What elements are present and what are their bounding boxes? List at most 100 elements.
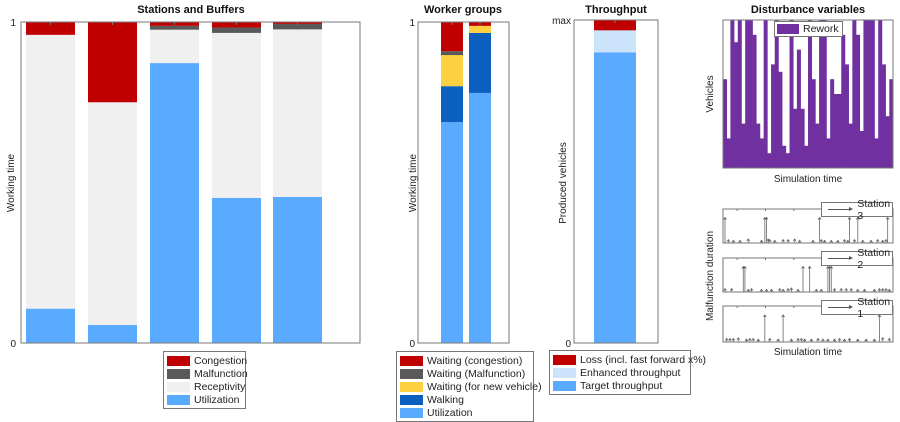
rework-area-segment	[800, 108, 805, 168]
stem-line-icon	[828, 256, 854, 260]
station-2-stem-marker	[829, 265, 834, 269]
station-2-stem-marker	[743, 265, 747, 269]
stations-bar-3-receptivity	[150, 29, 199, 64]
rework-area-segment	[723, 79, 727, 168]
rework-area-segment	[841, 34, 846, 168]
rework-area-segment	[737, 20, 742, 168]
workers-bar-1-waiting-for-new-vehicle-	[441, 55, 463, 87]
legend-item-enhanced: Enhanced throughput	[553, 366, 687, 379]
station-3-stem-marker	[811, 239, 815, 243]
station-3-stem-marker	[880, 239, 885, 243]
rework-area-segment	[848, 123, 853, 168]
station-1-stem-marker	[864, 338, 868, 342]
station-2-stem-marker	[746, 288, 751, 292]
legend-swatch	[553, 380, 576, 391]
station-2-stem-marker	[764, 288, 769, 292]
legend-item-waiting-malfunction: Waiting (Malfunction)	[400, 367, 530, 380]
station-1-stem-marker	[816, 337, 820, 341]
station-1-stem-marker	[872, 338, 877, 342]
rework-area-segment	[748, 20, 753, 168]
station-3-stem-marker	[861, 239, 865, 243]
rework-area-segment	[867, 20, 872, 168]
rework-axes	[722, 19, 894, 169]
station-1-stem-marker	[826, 338, 830, 342]
station-2-stem-marker	[749, 288, 754, 291]
station-1-stem-marker	[744, 338, 749, 342]
station-2-stem-marker	[729, 288, 734, 291]
station-1-stem-marker	[887, 337, 892, 341]
workers-bar-1-utilization	[441, 122, 463, 343]
throughput-legend: Loss (incl. fast forward x%) Enhanced th…	[549, 350, 706, 395]
station-3-axes	[722, 208, 894, 244]
stations-title: Stations and Buffers	[137, 4, 245, 16]
workers-title: Worker groups	[424, 4, 502, 16]
station-1-stem-marker	[809, 338, 814, 342]
rework-area-segment	[878, 20, 883, 168]
station-1-stem-marker	[880, 337, 885, 340]
rework-area-segment	[852, 20, 857, 168]
station-2-stem-marker	[877, 288, 882, 291]
station-3-stem-marker	[856, 216, 860, 220]
legend-item-loss: Loss (incl. fast forward x%)	[553, 353, 706, 366]
throughput-ytick-max: max	[552, 16, 571, 27]
station-1-stem-marker	[751, 337, 755, 341]
rework-area-segment	[837, 94, 842, 168]
stations-bar-3-malfunction	[150, 25, 199, 30]
station-3-stem-marker	[885, 216, 890, 220]
legend-swatch	[167, 394, 190, 405]
rework-area-segment	[774, 20, 779, 168]
station-1-stem-marker	[856, 338, 860, 342]
legend-item-waiting-new-vehicle: Waiting (for new vehicle)	[400, 380, 542, 393]
station-1-stem-marker	[799, 337, 804, 341]
station-2-axes	[722, 257, 894, 293]
stations-ytick-0: 0	[10, 339, 16, 350]
legend-item-malfunction: Malfunction	[167, 367, 248, 380]
station-2-legend: Station 2	[821, 247, 893, 271]
workers-bar-1-waiting-malfunction-	[441, 51, 463, 56]
station-3-stem-marker	[746, 238, 751, 242]
station-2-stem-marker	[814, 288, 819, 292]
station-1-stem-marker	[736, 337, 741, 340]
station-2-stem-marker	[839, 288, 843, 291]
rework-area-segment	[771, 64, 776, 168]
legend-item-receptivity: Receptivity	[167, 380, 245, 393]
station-2-stem-marker	[880, 288, 885, 291]
rework-area-segment	[830, 79, 835, 168]
stations-ylabel: Working time	[6, 153, 17, 212]
stations-bar-1-congestion	[26, 22, 75, 35]
station-3-stem-marker	[792, 238, 797, 242]
station-3-stem-marker	[847, 216, 852, 220]
station-2-stem-marker	[887, 288, 892, 292]
throughput-bar-1-enhanced-throughput	[594, 30, 636, 53]
station-2-stem-marker	[789, 287, 794, 291]
legend-item-rework: Rework	[777, 23, 840, 35]
station-3-stem-marker	[764, 216, 769, 220]
station-1-stem-marker	[728, 337, 732, 341]
station-1-stem-marker	[796, 337, 800, 341]
stations-bar-5-utilization	[273, 196, 322, 343]
rework-area-segment	[767, 153, 772, 168]
rework-area-segment	[789, 20, 794, 168]
station-2-stem-marker	[801, 265, 805, 269]
station-3-stem-marker	[731, 239, 736, 243]
rework-area-segment	[844, 64, 849, 168]
legend-item-utilization: Utilization	[167, 393, 242, 406]
station-1-stem-marker	[768, 337, 772, 341]
stations-bar-2-utilization	[88, 325, 137, 343]
rework-area-segment	[782, 145, 787, 168]
rework-area-segment	[808, 20, 812, 168]
rework-area-segment	[889, 79, 894, 168]
station-1-stem-marker	[821, 338, 825, 342]
legend-swatch	[400, 368, 423, 379]
rework-area-segment	[819, 20, 824, 168]
station-3-stem-marker	[829, 239, 834, 243]
rework-area-segment	[804, 145, 809, 168]
malfunction-xlabel: Simulation time	[774, 347, 843, 358]
station-3-stem-marker	[797, 239, 802, 243]
station-3-stem-marker	[817, 216, 822, 220]
station-3-stem-marker	[781, 239, 785, 242]
rework-area-segment	[863, 20, 868, 168]
station-3-stem-marker	[723, 216, 727, 220]
rework-area-segment	[752, 34, 757, 168]
